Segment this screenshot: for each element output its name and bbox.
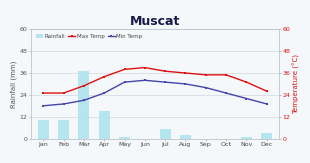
Max Temp xyxy=(163,70,167,72)
Y-axis label: Rainfall (mm): Rainfall (mm) xyxy=(10,60,17,108)
Bar xyxy=(58,120,69,139)
Min Temp xyxy=(265,103,269,105)
Bar xyxy=(261,133,272,139)
Max Temp xyxy=(41,92,45,94)
Min Temp xyxy=(163,81,167,83)
Y-axis label: Temperature (°C): Temperature (°C) xyxy=(293,54,300,114)
Line: Max Temp: Max Temp xyxy=(42,66,268,94)
Min Temp xyxy=(224,92,228,94)
Bar xyxy=(241,137,252,139)
Bar xyxy=(38,120,49,139)
Max Temp xyxy=(204,74,208,76)
Bar xyxy=(160,129,171,139)
Max Temp xyxy=(265,90,269,92)
Min Temp xyxy=(123,81,126,83)
Min Temp xyxy=(82,99,86,101)
Bar xyxy=(78,71,90,139)
Max Temp xyxy=(123,68,126,70)
Min Temp xyxy=(62,103,65,105)
Min Temp xyxy=(245,97,248,99)
Max Temp xyxy=(143,67,147,68)
Min Temp xyxy=(102,92,106,94)
Max Temp xyxy=(102,76,106,78)
Max Temp xyxy=(224,74,228,76)
Min Temp xyxy=(143,79,147,81)
Bar xyxy=(99,111,110,139)
Max Temp xyxy=(245,81,248,83)
Max Temp xyxy=(82,85,86,87)
Max Temp xyxy=(184,72,187,74)
Title: Muscat: Muscat xyxy=(130,15,180,28)
Min Temp xyxy=(184,83,187,85)
Legend: Rainfall, Max Temp, Min Temp: Rainfall, Max Temp, Min Temp xyxy=(34,32,144,42)
Bar xyxy=(180,135,191,139)
Line: Min Temp: Min Temp xyxy=(42,79,268,107)
Bar xyxy=(119,137,130,139)
Min Temp xyxy=(41,105,45,107)
Max Temp xyxy=(62,92,65,94)
Min Temp xyxy=(204,87,208,89)
